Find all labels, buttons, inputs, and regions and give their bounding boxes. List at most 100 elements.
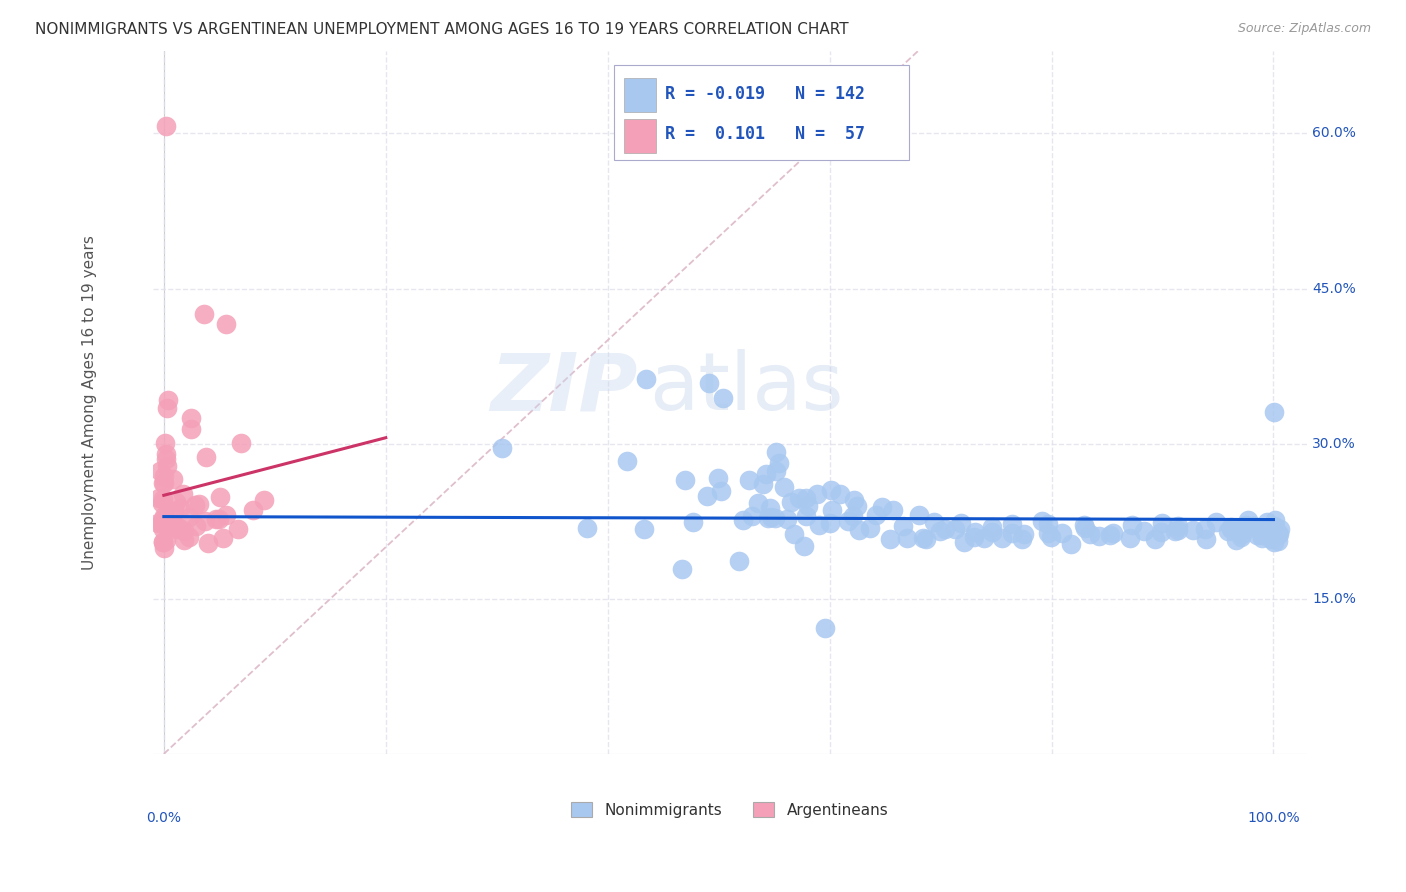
Point — [870, 500, 893, 514]
Point — [208, 491, 231, 505]
Point — [633, 522, 655, 536]
Point — [197, 536, 219, 550]
Point — [1260, 520, 1282, 534]
Text: 0.0%: 0.0% — [146, 811, 181, 825]
Text: 45.0%: 45.0% — [1312, 282, 1355, 295]
Point — [848, 523, 870, 537]
Legend: Nonimmigrants, Argentineans: Nonimmigrants, Argentineans — [565, 796, 894, 823]
Point — [929, 524, 952, 538]
Point — [214, 318, 236, 332]
Point — [846, 499, 869, 513]
Text: NONIMMIGRANTS VS ARGENTINEAN UNEMPLOYMENT AMONG AGES 16 TO 19 YEARS CORRELATION : NONIMMIGRANTS VS ARGENTINEAN UNEMPLOYMEN… — [35, 22, 849, 37]
Point — [152, 512, 174, 526]
Point — [173, 524, 195, 539]
Point — [763, 510, 786, 524]
Point — [675, 473, 697, 487]
Point — [1264, 523, 1286, 537]
Point — [1121, 518, 1143, 533]
Point — [1133, 524, 1156, 539]
Point — [908, 508, 931, 522]
Point — [787, 491, 810, 505]
Point — [155, 119, 177, 133]
Point — [162, 517, 184, 532]
Point — [1220, 522, 1243, 536]
Point — [1001, 526, 1024, 541]
Point — [188, 498, 211, 512]
Point — [710, 483, 733, 498]
Point — [1267, 527, 1289, 541]
Point — [934, 522, 956, 536]
Point — [1040, 530, 1063, 544]
Point — [152, 534, 174, 549]
Point — [204, 512, 226, 526]
Point — [1257, 520, 1279, 534]
Point — [765, 445, 787, 459]
Point — [1250, 528, 1272, 542]
Point — [844, 493, 866, 508]
Point — [229, 436, 252, 450]
Point — [195, 450, 218, 464]
Point — [152, 508, 174, 523]
Point — [173, 533, 195, 547]
Point — [837, 514, 859, 528]
Point — [1250, 531, 1272, 545]
Point — [184, 498, 207, 512]
Point — [1205, 515, 1227, 529]
Point — [1052, 525, 1074, 540]
Point — [162, 472, 184, 486]
Point — [911, 531, 934, 545]
Point — [1036, 525, 1059, 540]
Point — [1263, 528, 1285, 542]
Point — [752, 477, 775, 491]
Point — [1256, 524, 1278, 539]
Point — [177, 510, 200, 524]
Point — [186, 519, 208, 533]
Point — [738, 473, 761, 487]
Text: 60.0%: 60.0% — [1312, 127, 1357, 140]
Point — [148, 491, 170, 505]
Point — [194, 514, 217, 528]
Point — [1263, 526, 1285, 541]
Point — [756, 511, 779, 525]
Point — [208, 512, 231, 526]
Point — [148, 516, 170, 530]
Point — [1267, 534, 1289, 549]
Point — [180, 422, 202, 436]
Point — [759, 500, 782, 515]
Point — [807, 517, 830, 532]
Point — [1225, 533, 1247, 548]
Text: 15.0%: 15.0% — [1312, 591, 1357, 606]
Point — [747, 496, 769, 510]
Point — [865, 508, 887, 522]
Point — [1230, 527, 1253, 541]
Text: 100.0%: 100.0% — [1247, 811, 1299, 825]
Point — [765, 464, 787, 478]
Point — [783, 527, 806, 541]
Point — [879, 533, 901, 547]
Point — [212, 531, 235, 545]
Point — [215, 508, 238, 523]
Point — [1164, 524, 1187, 538]
Point — [172, 486, 194, 500]
Point — [841, 509, 863, 524]
Point — [755, 467, 778, 482]
Point — [793, 539, 815, 553]
Point — [1102, 526, 1125, 541]
Point — [733, 513, 755, 527]
Point — [1256, 524, 1278, 539]
Point — [981, 525, 1004, 540]
Point — [152, 475, 174, 490]
Point — [1060, 537, 1083, 551]
Point — [813, 621, 835, 635]
Point — [1230, 523, 1253, 537]
Point — [163, 504, 186, 518]
Point — [253, 493, 276, 508]
Point — [891, 519, 914, 533]
Point — [1261, 520, 1284, 534]
Point — [1263, 522, 1285, 536]
Point — [152, 523, 174, 537]
Point — [1152, 516, 1174, 530]
Point — [166, 519, 188, 533]
Point — [152, 534, 174, 549]
Point — [914, 532, 936, 546]
